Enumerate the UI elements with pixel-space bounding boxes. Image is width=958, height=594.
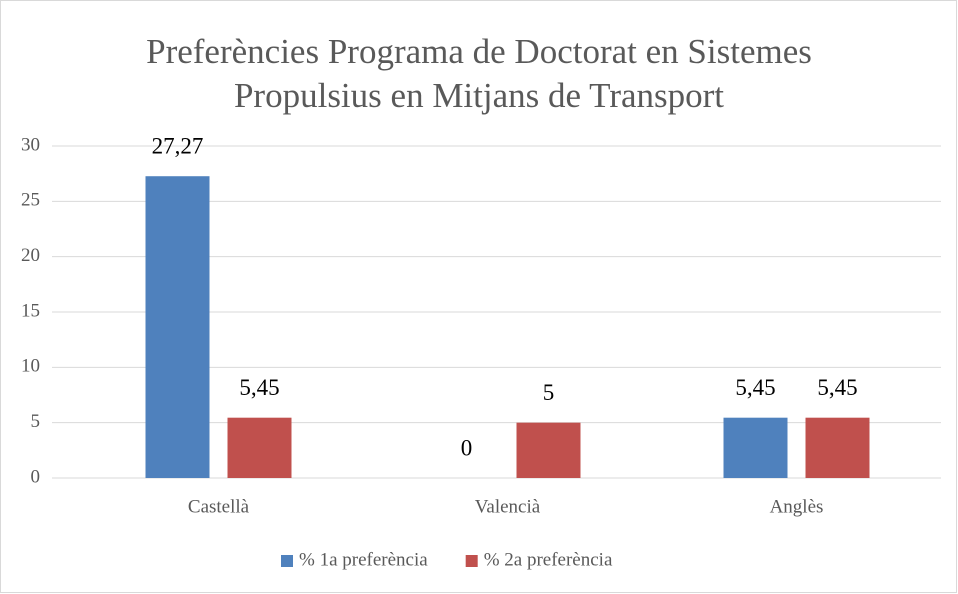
- bar: [516, 422, 581, 478]
- y-tick-label: 20: [21, 245, 40, 266]
- data-label: 5,45: [735, 375, 775, 400]
- y-tick-label: 10: [21, 356, 40, 377]
- data-label: 5,45: [239, 375, 279, 400]
- chart-title: Preferències Programa de Doctorat en Sis…: [146, 32, 812, 115]
- x-tick-label: Anglès: [770, 496, 824, 517]
- y-tick-label: 15: [21, 300, 40, 321]
- data-label: 5,45: [817, 375, 857, 400]
- y-tick-label: 0: [31, 466, 41, 487]
- data-label: 27,27: [152, 133, 204, 158]
- bar: [805, 417, 870, 478]
- bar: [145, 176, 210, 478]
- data-label: 0: [461, 435, 473, 460]
- legend-swatch: [281, 555, 293, 567]
- bar: [227, 417, 292, 478]
- bar: [723, 417, 788, 478]
- y-tick-label: 25: [21, 190, 40, 211]
- legend-label: % 1a preferència: [299, 549, 428, 570]
- y-tick-label: 5: [31, 411, 41, 432]
- x-tick-label: Valencià: [475, 496, 541, 517]
- legend-swatch: [465, 555, 478, 567]
- y-tick-label: 30: [21, 134, 40, 155]
- x-tick-label: Castellà: [188, 496, 250, 517]
- data-label: 5: [543, 380, 555, 405]
- legend-label: % 2a preferència: [484, 549, 613, 570]
